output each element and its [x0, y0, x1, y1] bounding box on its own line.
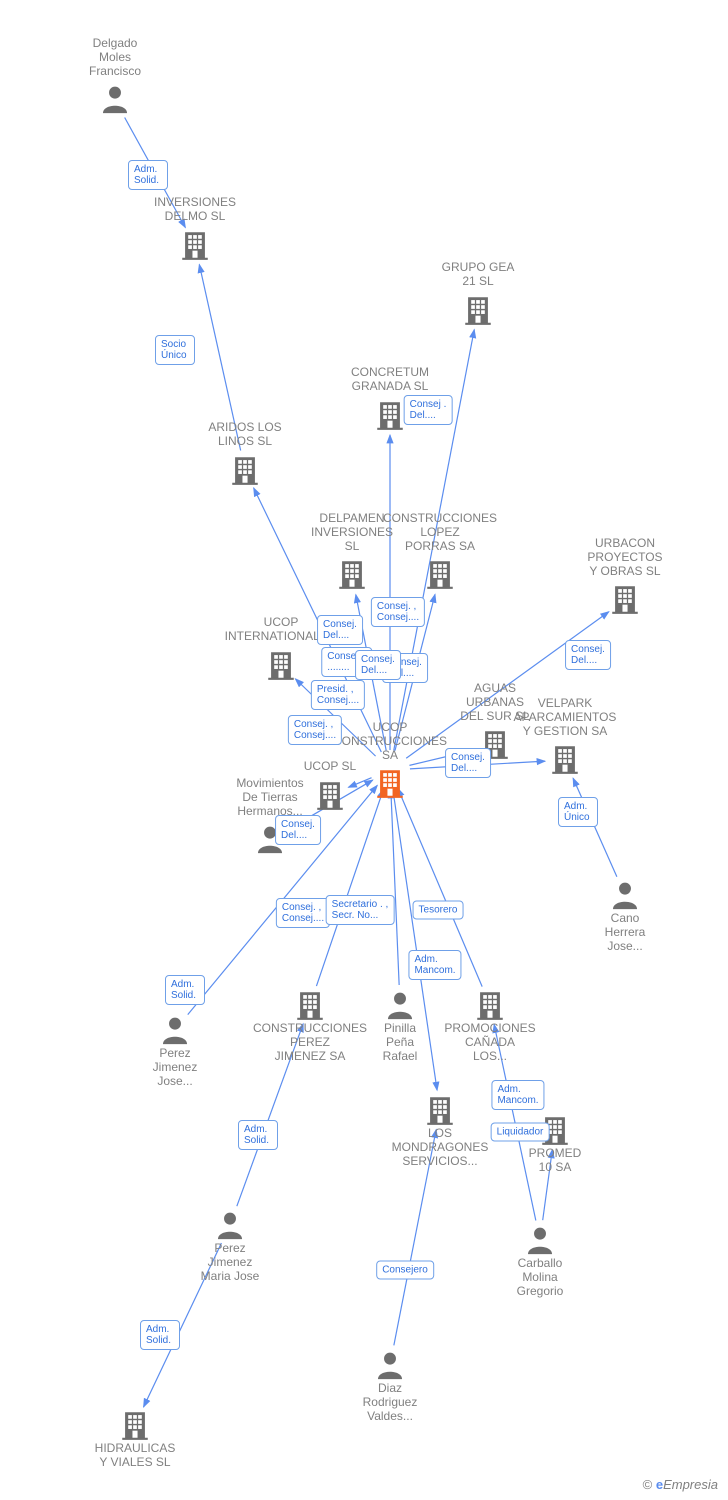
building-icon: [178, 228, 212, 262]
edge-label: Liquidador: [491, 1123, 550, 1142]
node-label: ARIDOS LOS LINOS SL: [185, 421, 305, 449]
building-icon: [423, 1093, 457, 1127]
edge-label: Consej. Del....: [317, 615, 363, 645]
edge-label: Adm. Solid.: [128, 160, 168, 190]
edge-label: Adm. Único: [558, 797, 598, 827]
node-label: URBACON PROYECTOS Y OBRAS SL: [565, 537, 685, 578]
edge-label: Presid. , Consej....: [311, 680, 365, 710]
edge-line: [391, 790, 399, 985]
node-label: CONCRETUM GRANADA SL: [330, 366, 450, 394]
node-label: Carballo Molina Gregorio: [480, 1257, 600, 1298]
building-icon: [423, 557, 457, 591]
credit-text: Empresia: [663, 1477, 718, 1492]
person-icon: [608, 878, 642, 912]
node-delmo[interactable]: INVERSIONES DELMO SL: [135, 196, 255, 262]
edge-label: Consej. Del....: [275, 815, 321, 845]
building-icon: [118, 1408, 152, 1442]
node-label: PROMOCIONES CAÑADA LOS...: [430, 1022, 550, 1063]
node-label: UCOP SL: [270, 760, 390, 774]
node-label: VELPARK APARCAMIENTOS Y GESTION SA: [505, 697, 625, 738]
edge-label: Consej. , Consej....: [288, 715, 342, 745]
node-label: Perez Jimenez Jose...: [115, 1047, 235, 1088]
building-icon: [548, 742, 582, 776]
node-lopez[interactable]: CONSTRUCCIONES LOPEZ PORRAS SA: [380, 512, 500, 591]
edge-label: Consej. , Consej....: [371, 597, 425, 627]
node-label: LOS MONDRAGONES SERVICIOS...: [380, 1127, 500, 1168]
node-promcan[interactable]: PROMOCIONES CAÑADA LOS...: [430, 988, 550, 1067]
node-label: PROMED 10 SA: [495, 1147, 615, 1175]
person-icon: [373, 1348, 407, 1382]
node-aridos[interactable]: ARIDOS LOS LINOS SL: [185, 421, 305, 487]
edge-label: Consej. Del....: [565, 640, 611, 670]
node-diaz[interactable]: Diaz Rodriguez Valdes...: [330, 1348, 450, 1427]
node-label: Diaz Rodriguez Valdes...: [330, 1382, 450, 1423]
node-hidraul[interactable]: HIDRAULICAS Y VIALES SL: [75, 1408, 195, 1474]
person-icon: [383, 988, 417, 1022]
edge-label: Consejero: [376, 1261, 434, 1280]
building-icon: [473, 988, 507, 1022]
building-icon: [335, 557, 369, 591]
person-icon: [213, 1208, 247, 1242]
building-icon: [461, 293, 495, 327]
copyright-symbol: ©: [643, 1477, 653, 1492]
node-label: INVERSIONES DELMO SL: [135, 196, 255, 224]
node-label: HIDRAULICAS Y VIALES SL: [75, 1442, 195, 1470]
building-icon: [608, 582, 642, 616]
building-icon: [293, 988, 327, 1022]
node-mondrag[interactable]: LOS MONDRAGONES SERVICIOS...: [380, 1093, 500, 1172]
edge-label: Socio Único: [155, 335, 195, 365]
edge-label: Consej. Del....: [355, 650, 401, 680]
edge-label: Consej . Del....: [404, 395, 453, 425]
edge-label: Consej. , Consej....: [276, 898, 330, 928]
node-label: Movimientos De Tierras Hermanos...: [210, 777, 330, 818]
node-velpark[interactable]: VELPARK APARCAMIENTOS Y GESTION SA: [505, 697, 625, 776]
node-label: Perez Jimenez Maria Jose: [170, 1242, 290, 1283]
node-perezj[interactable]: Perez Jimenez Jose...: [115, 1013, 235, 1092]
node-label: Delgado Moles Francisco: [55, 37, 175, 78]
node-canoh[interactable]: Cano Herrera Jose...: [565, 878, 685, 957]
node-label: UCOP CONSTRUCCIONES SA: [330, 721, 450, 762]
building-icon: [373, 398, 407, 432]
node-label: CONSTRUCCIONES LOPEZ PORRAS SA: [380, 512, 500, 553]
credit: © eEmpresia: [643, 1477, 718, 1492]
edge-label: Adm. Mancom.: [491, 1080, 544, 1110]
edge-line: [573, 778, 617, 876]
node-delgado[interactable]: Delgado Moles Francisco: [55, 37, 175, 116]
node-perezmj[interactable]: Perez Jimenez Maria Jose: [170, 1208, 290, 1287]
building-icon: [228, 453, 262, 487]
node-carballo[interactable]: Carballo Molina Gregorio: [480, 1223, 600, 1302]
edge-label: Secretario . , Secr. No...: [326, 895, 395, 925]
edge-label: Adm. Solid.: [140, 1320, 180, 1350]
building-icon: [264, 648, 298, 682]
edge-label: Adm. Mancom.: [408, 950, 461, 980]
person-icon: [158, 1013, 192, 1047]
edge-label: Adm. Solid.: [238, 1120, 278, 1150]
edge-label: Tesorero: [413, 901, 464, 920]
edge-label: Consej. Del....: [445, 748, 491, 778]
node-gea21[interactable]: GRUPO GEA 21 SL: [418, 261, 538, 327]
node-label: GRUPO GEA 21 SL: [418, 261, 538, 289]
node-urbacon[interactable]: URBACON PROYECTOS Y OBRAS SL: [565, 537, 685, 616]
edge-label: Adm. Solid.: [165, 975, 205, 1005]
node-label: Cano Herrera Jose...: [565, 912, 685, 953]
person-icon: [98, 82, 132, 116]
person-icon: [523, 1223, 557, 1257]
